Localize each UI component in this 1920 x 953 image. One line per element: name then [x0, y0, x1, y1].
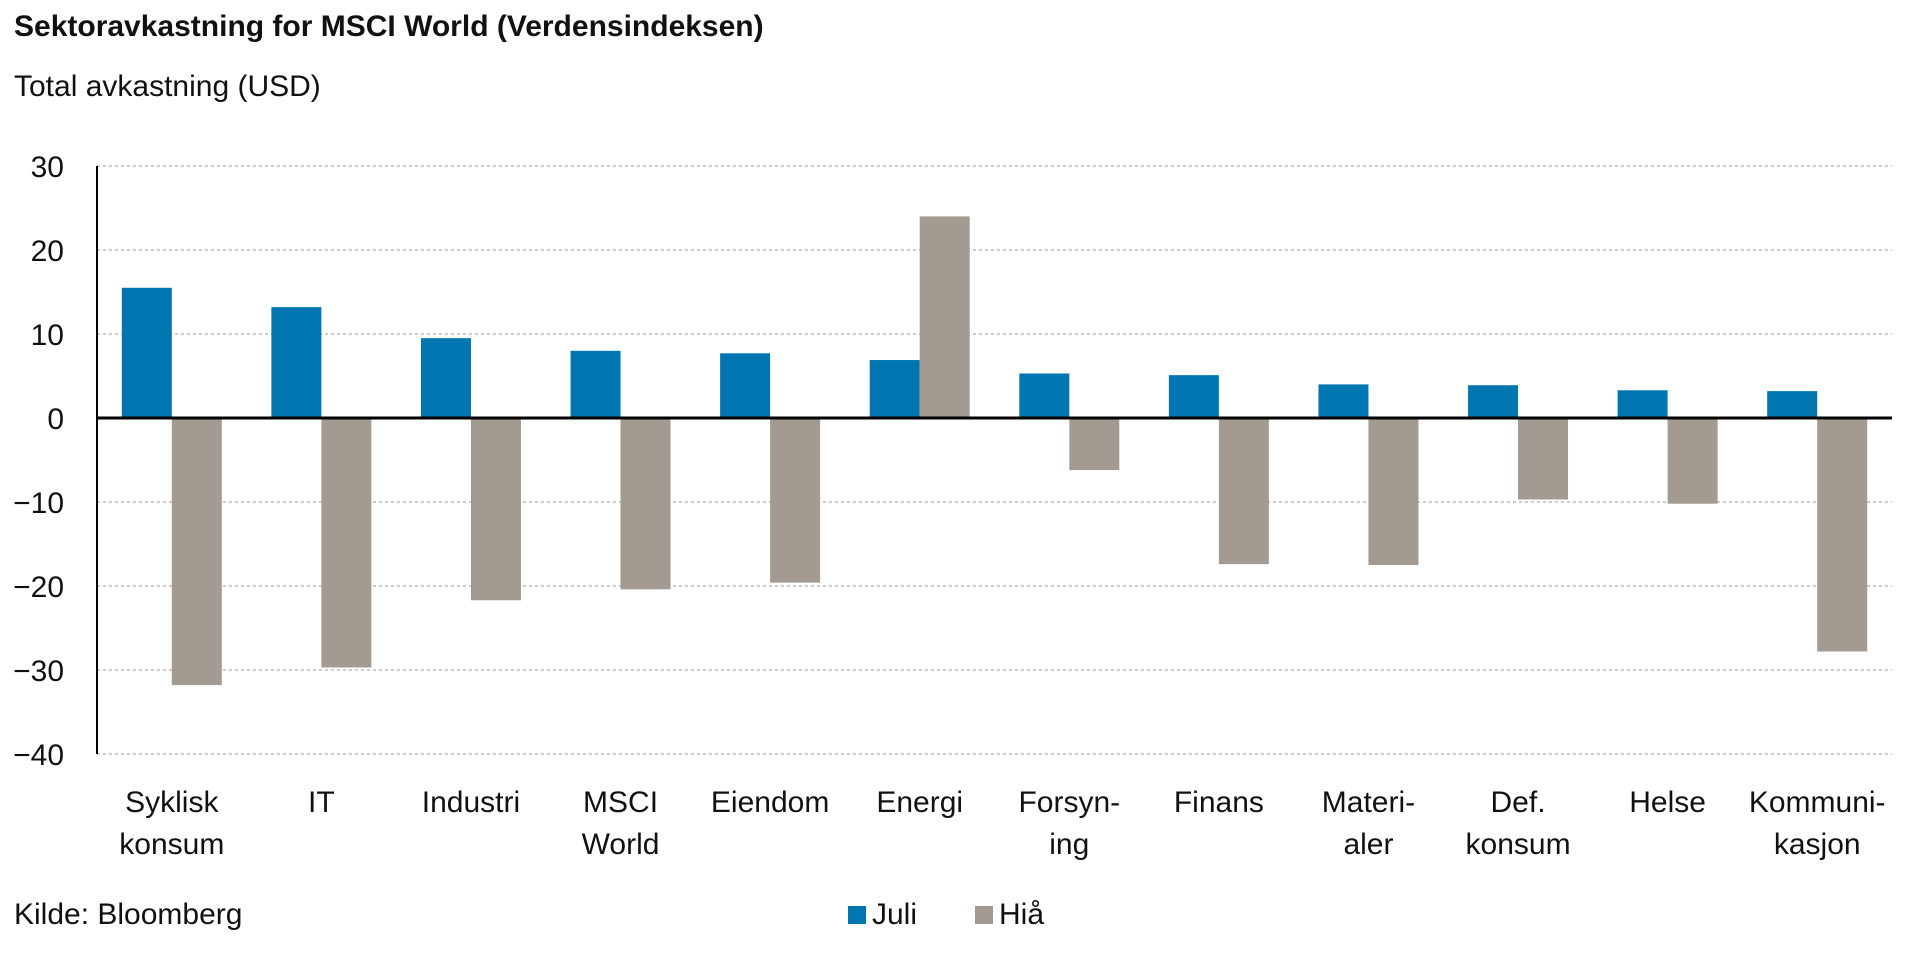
bar-hia	[321, 418, 372, 668]
legend-label-juli: Juli	[872, 898, 918, 931]
bar-hia	[620, 418, 671, 590]
x-category-label: Forsyn-	[1018, 786, 1120, 819]
y-tick-label: −20	[13, 571, 64, 604]
x-category-label: aler	[1343, 828, 1393, 861]
x-category-label: kasjon	[1774, 828, 1861, 861]
bar-juli	[1767, 391, 1818, 418]
bar-juli	[720, 353, 771, 418]
x-category-label: ing	[1049, 828, 1089, 861]
x-category-label: MSCI	[583, 786, 658, 819]
bar-hia	[770, 418, 821, 583]
legend-label-hia: Hiå	[999, 898, 1045, 931]
bar-juli	[1468, 385, 1519, 418]
chart-subtitle: Total avkastning (USD)	[14, 70, 321, 103]
bar-juli	[121, 287, 172, 418]
bar-juli	[1617, 390, 1668, 418]
x-category-label: World	[582, 828, 660, 861]
bar-hia	[1817, 418, 1868, 652]
legend-item-hia: Hiå	[975, 898, 1044, 932]
x-category-label: Def.	[1491, 786, 1546, 819]
bar-juli	[1168, 375, 1219, 418]
legend-swatch-hia	[975, 906, 994, 924]
bar-hia	[1667, 418, 1718, 504]
bar-juli	[1318, 384, 1369, 418]
bar-juli	[869, 360, 920, 418]
y-tick-label: −10	[13, 487, 64, 520]
bar-juli	[1019, 373, 1070, 418]
y-tick-label: 30	[31, 151, 64, 184]
x-category-label: konsum	[1466, 828, 1571, 861]
x-category-label: Energi	[876, 786, 963, 819]
bar-hia	[1218, 418, 1269, 565]
legend-swatch-juli	[848, 906, 866, 924]
y-tick-label: −40	[13, 739, 64, 772]
bar-hia	[1069, 418, 1120, 471]
x-category-label: Kommuni-	[1749, 786, 1886, 819]
x-category-label: Syklisk	[125, 786, 219, 819]
y-tick-label: −30	[13, 655, 64, 688]
x-category-label: Eiendom	[711, 786, 829, 819]
bar-hia	[171, 418, 222, 686]
bar-hia	[1368, 418, 1419, 565]
x-category-label: IT	[308, 786, 335, 819]
source-note: Kilde: Bloomberg	[14, 898, 243, 931]
x-category-label: konsum	[119, 828, 224, 861]
x-category-label: Finans	[1174, 786, 1264, 819]
bar-juli	[570, 350, 621, 418]
x-category-label: Helse	[1629, 786, 1706, 819]
bar-hia	[919, 216, 970, 418]
bar-hia	[470, 418, 521, 601]
y-tick-label: 10	[31, 319, 64, 352]
y-tick-label: 0	[47, 403, 64, 436]
legend-item-juli: Juli	[848, 898, 917, 932]
x-category-label: Industri	[422, 786, 520, 819]
x-category-label: Materi-	[1322, 786, 1415, 819]
legend: Juli Hiå	[848, 898, 1102, 932]
bar-juli	[271, 307, 322, 418]
bar-hia	[1518, 418, 1569, 500]
chart-title: Sektoravkastning for MSCI World (Verdens…	[14, 10, 764, 43]
y-tick-label: 20	[31, 235, 64, 268]
bar-juli	[420, 338, 471, 418]
